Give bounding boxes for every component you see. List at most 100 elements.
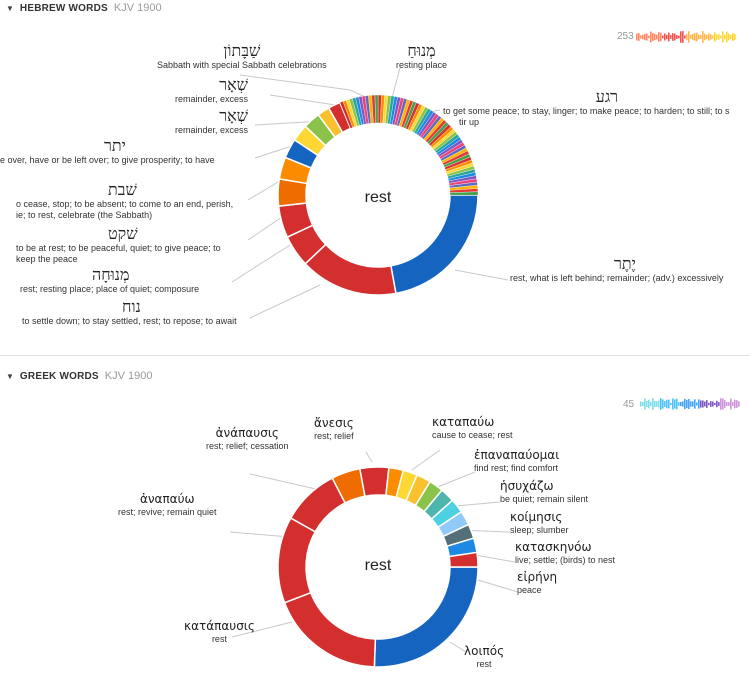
section-subtitle: KJV 1900 xyxy=(113,2,162,14)
waveform-bar xyxy=(684,398,686,410)
waveform-bar xyxy=(650,31,652,43)
label-raga[interactable]: רגע to get some peace; to stay, linger; … xyxy=(443,87,730,128)
waveform-bar xyxy=(718,402,720,406)
label-shavat[interactable]: שׁבת o cease, stop; to be absent; to com… xyxy=(16,180,234,221)
label-katapausis[interactable]: κατάπαυσις rest xyxy=(184,619,255,644)
waveform-bar xyxy=(644,398,646,410)
label-koimesis[interactable]: κοίμησις sleep; slumber xyxy=(510,510,569,535)
waveform-bar xyxy=(674,399,676,409)
label-shear-1[interactable]: שְׁאָר remainder, excess xyxy=(174,75,248,105)
waveform-bar xyxy=(664,33,666,41)
label-katapauo[interactable]: καταπαύω cause to cease; rest xyxy=(432,415,513,440)
waveform-bar xyxy=(654,400,656,408)
waveform-bar xyxy=(666,399,668,409)
waveform-bar xyxy=(642,401,644,407)
label-shear-2[interactable]: שְׁאָר remainder, excess xyxy=(174,106,248,136)
label-epanapauomai[interactable]: ἐπαναπαύομαι find rest; find comfort xyxy=(474,448,560,473)
donut-slice[interactable] xyxy=(304,243,397,296)
donut-slice[interactable] xyxy=(390,194,479,295)
hebrew-donut-chart: rest xyxy=(231,31,736,319)
greek-donut-chart: rest xyxy=(229,398,740,668)
waveform-bar xyxy=(724,34,726,40)
waveform-bar xyxy=(668,32,670,42)
waveform-bar xyxy=(642,34,644,40)
waveform-bar xyxy=(704,401,706,407)
waveform-bar xyxy=(724,400,726,408)
waveform-bar xyxy=(720,35,722,39)
waveform-bar xyxy=(686,33,688,41)
waveform-bar xyxy=(696,32,698,42)
waveform-bar xyxy=(694,399,696,409)
label-hesuchazo[interactable]: ἡσυχάζω be quiet; remain silent xyxy=(500,479,589,504)
waveform-bar xyxy=(672,398,674,410)
waveform-bar xyxy=(682,31,684,43)
waveform-bar xyxy=(708,33,710,41)
waveform-bar xyxy=(696,402,698,406)
waveform-bar xyxy=(646,401,648,407)
leader-line xyxy=(247,214,286,241)
label-anapausis[interactable]: ἀνάπαυσις rest; relief; cessation xyxy=(206,426,289,451)
label-manoach[interactable]: מְנוּחַ resting place xyxy=(396,41,448,71)
label-anesis[interactable]: ἄνεσις rest; relief xyxy=(314,416,354,441)
waveform-bar xyxy=(712,401,714,407)
waveform-bar xyxy=(660,32,662,42)
waveform-bar xyxy=(730,398,732,410)
waveform-bar xyxy=(722,398,724,410)
label-kataskenoo[interactable]: κατασκηνόω live; settle; (birds) to nest xyxy=(515,540,616,565)
label-shabbaton[interactable]: שַׁבָּתוֹן Sabbath with special Sabbath … xyxy=(157,41,327,71)
waveform-bar xyxy=(702,400,704,408)
waveform-bar xyxy=(658,400,660,408)
waveform-bar xyxy=(652,33,654,41)
greek-section-header[interactable]: ▼ GREEK WORDS KJV 1900 xyxy=(6,368,153,384)
waveform-bar xyxy=(732,402,734,406)
hebrew-section-header[interactable]: ▼ HEBREW WORDS KJV 1900 xyxy=(6,0,162,16)
waveform-bar xyxy=(706,34,708,40)
label-anapauo[interactable]: ἀναπαύω rest; revive; remain quiet xyxy=(118,492,217,517)
waveform-bar xyxy=(654,33,656,41)
waveform-bar xyxy=(636,33,638,41)
waveform-bar xyxy=(662,399,664,409)
donut-slice-minor[interactable] xyxy=(449,191,479,196)
label-loipos[interactable]: λοιπός rest xyxy=(464,644,505,669)
greek-donut-slices[interactable] xyxy=(277,466,479,668)
waveform-bar xyxy=(648,399,650,409)
label-nuach[interactable]: נוח to settle down; to stay settled, res… xyxy=(22,297,237,327)
waveform-bar xyxy=(726,402,728,406)
collapse-caret-icon[interactable]: ▼ xyxy=(6,3,14,13)
leader-line xyxy=(454,269,509,281)
waveform-bar xyxy=(722,31,724,43)
label-yatar[interactable]: יתר e over, have or be left over; to giv… xyxy=(0,136,215,166)
waveform-bar xyxy=(688,398,690,410)
label-yeter[interactable]: יֶתֶר rest, what is left behind; remaind… xyxy=(510,254,724,284)
donut-slice[interactable] xyxy=(448,551,479,568)
donut-slice[interactable] xyxy=(358,466,390,498)
greek-frequency-waveform xyxy=(640,398,740,410)
donut-slice[interactable] xyxy=(283,591,377,668)
leader-line xyxy=(239,74,373,101)
label-eirene[interactable]: εἰρήνη peace xyxy=(517,570,558,595)
waveform-bar xyxy=(640,35,642,39)
waveform-bar xyxy=(648,35,650,39)
donut-slice[interactable] xyxy=(373,566,479,668)
waveform-bar xyxy=(700,35,702,39)
section-title: HEBREW WORDS xyxy=(19,2,108,14)
label-menuchah[interactable]: מְנוּחָה rest; resting place; place of q… xyxy=(20,265,200,295)
waveform-bar xyxy=(668,399,670,409)
greek-leader-lines xyxy=(229,449,519,653)
collapse-caret-icon[interactable]: ▼ xyxy=(6,371,14,381)
waveform-bar xyxy=(672,33,674,41)
donut-slice[interactable] xyxy=(277,517,317,604)
waveform-bar xyxy=(730,34,732,40)
waveform-bar xyxy=(638,33,640,41)
hebrew-donut-slices[interactable] xyxy=(277,94,479,296)
leader-line xyxy=(449,641,467,653)
leader-line xyxy=(231,621,293,638)
hebrew-word-count: 253 xyxy=(617,31,634,42)
label-shaqat[interactable]: שׁקט to be at rest; to be peaceful, quie… xyxy=(16,224,221,265)
waveform-bar xyxy=(652,398,654,410)
waveform-bar xyxy=(714,402,716,406)
greek-word-count: 45 xyxy=(623,399,635,410)
waveform-bar xyxy=(680,401,682,407)
waveform-bar xyxy=(728,402,730,406)
leader-line xyxy=(365,451,373,463)
